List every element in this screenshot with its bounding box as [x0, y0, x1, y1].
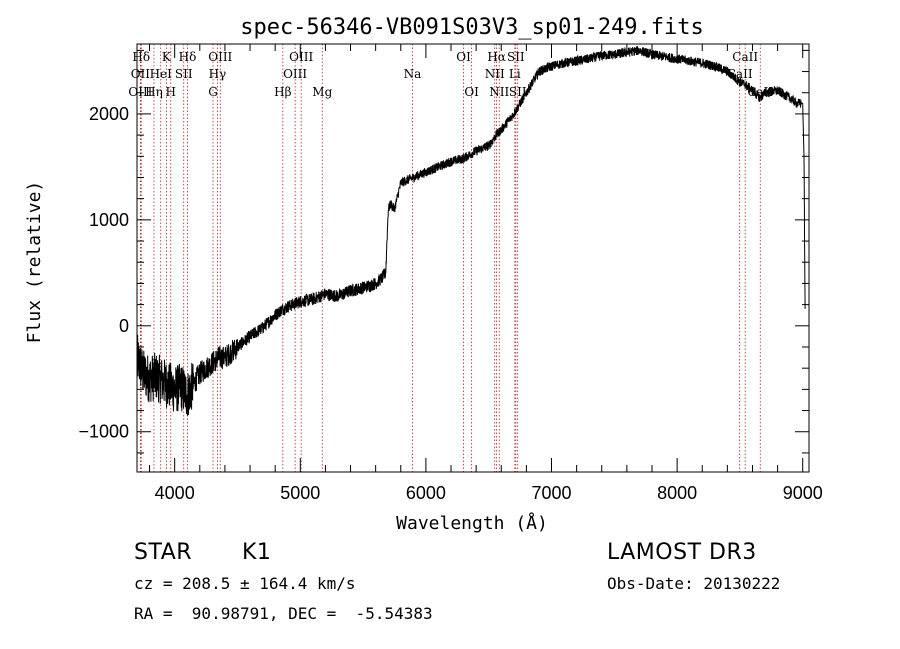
- x-tick-label: 5000: [280, 483, 320, 503]
- x-axis: 4000 5000 6000 7000 8000 9000: [149, 44, 823, 503]
- y-axis-label: Flux (relative): [24, 181, 45, 344]
- y-tick-label: −1000: [78, 422, 129, 442]
- spectral-line-label: Hδ: [179, 50, 197, 64]
- x-tick-label: 6000: [406, 483, 446, 503]
- spectral-line-label: K: [162, 50, 172, 64]
- spectral-line-markers: [139, 44, 761, 472]
- y-axis: −1000 0 1000 2000: [78, 49, 809, 454]
- spectral-line-label: OIII: [128, 85, 152, 99]
- spectral-line-label: OII: [131, 67, 151, 81]
- spectral-line-label: Hγ: [209, 67, 227, 81]
- spectrum-chart: spec-56346-VB091S03V3_sp01-249.fits Hδ K H…: [24, 15, 823, 534]
- spectral-line-label: OI: [464, 85, 479, 99]
- redshift-cz: cz = 208.5 ± 164.4 km/s: [134, 574, 356, 593]
- x-tick-label: 8000: [657, 483, 697, 503]
- spectral-line-label: OI: [456, 50, 471, 64]
- x-tick-label: 7000: [531, 483, 571, 503]
- object-subclass: K1: [242, 540, 272, 565]
- y-tick-label: 1000: [89, 210, 129, 230]
- spectral-line-label: CaII: [732, 50, 758, 64]
- x-axis-label: Wavelength (Å): [396, 512, 548, 534]
- object-class: STAR: [134, 540, 193, 565]
- spectral-line-label: NII: [485, 67, 505, 81]
- ra-dec: RA = 90.98791, DEC = -5.54383: [134, 604, 433, 623]
- spectral-line-label: Hη: [145, 85, 163, 99]
- chart-title: spec-56346-VB091S03V3_sp01-249.fits: [240, 15, 704, 40]
- spectral-line-label: G: [208, 85, 218, 99]
- y-tick-label: 0: [119, 316, 129, 336]
- spectral-line-label: OIII: [289, 50, 313, 64]
- spectral-line-label: Na: [404, 67, 422, 81]
- spectral-line-label: OIII: [283, 67, 307, 81]
- spectral-line-label: Li: [509, 67, 521, 81]
- spectral-line-label: OIII: [208, 50, 232, 64]
- obs-date: Obs-Date: 20130222: [607, 574, 781, 593]
- spectral-line-label: SII: [509, 85, 527, 99]
- x-tick-label: 9000: [783, 483, 823, 503]
- y-tick-label: 2000: [89, 104, 129, 124]
- spectral-line-label: H: [166, 85, 176, 99]
- spectral-line-label: Hα: [487, 50, 506, 64]
- spectral-line-label: Hβ: [274, 85, 291, 99]
- spectral-line-label: NII: [489, 85, 509, 99]
- survey-name: LAMOST DR3: [607, 540, 757, 565]
- x-tick-label: 4000: [155, 483, 195, 503]
- spectral-line-label: HeI: [150, 67, 173, 81]
- spectrum-series: [136, 46, 806, 416]
- spectral-line-label: Mg: [312, 85, 332, 99]
- plot-frame: [136, 43, 810, 473]
- spectral-line-label: Hδ: [132, 50, 150, 64]
- spectral-line-label: SII: [507, 50, 525, 64]
- spectral-line-label: SII: [175, 67, 193, 81]
